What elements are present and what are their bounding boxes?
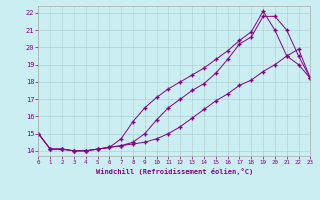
X-axis label: Windchill (Refroidissement éolien,°C): Windchill (Refroidissement éolien,°C): [96, 168, 253, 175]
